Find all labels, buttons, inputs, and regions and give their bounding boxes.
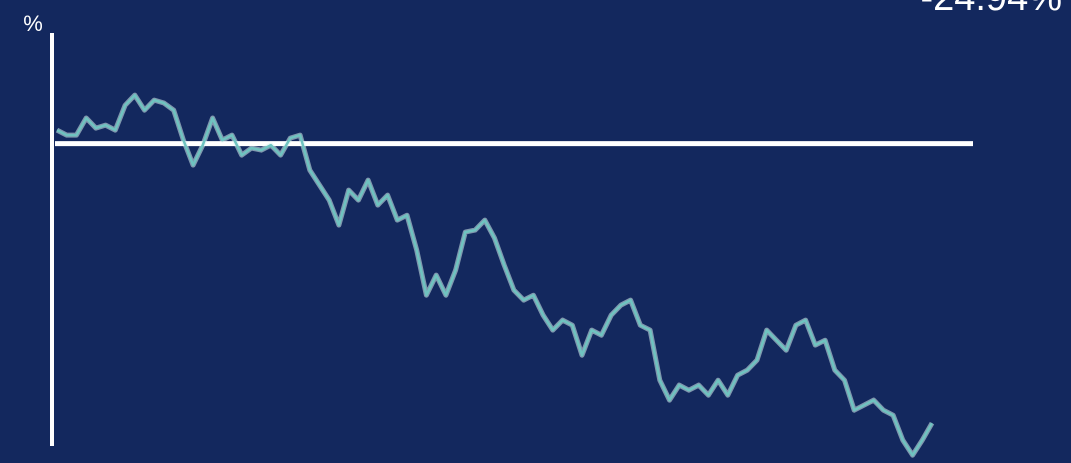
value-label: -24.94% bbox=[920, 0, 1062, 19]
y-axis-label: % bbox=[23, 11, 43, 36]
data-line bbox=[56, 93, 934, 457]
